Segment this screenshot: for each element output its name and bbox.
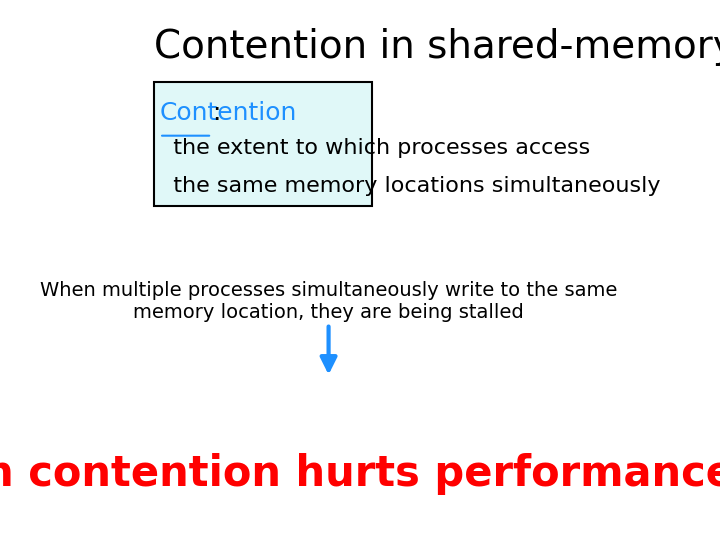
Text: Contention in shared-memory systems: Contention in shared-memory systems <box>154 28 720 66</box>
Text: Contention: Contention <box>159 101 297 125</box>
Text: the extent to which processes access: the extent to which processes access <box>159 138 590 158</box>
FancyBboxPatch shape <box>154 82 372 206</box>
Text: the same memory locations simultaneously: the same memory locations simultaneously <box>159 176 661 196</box>
Text: :: : <box>212 101 220 125</box>
Text: High contention hurts performance!: High contention hurts performance! <box>0 453 720 495</box>
Text: When multiple processes simultaneously write to the same
memory location, they a: When multiple processes simultaneously w… <box>40 281 617 322</box>
